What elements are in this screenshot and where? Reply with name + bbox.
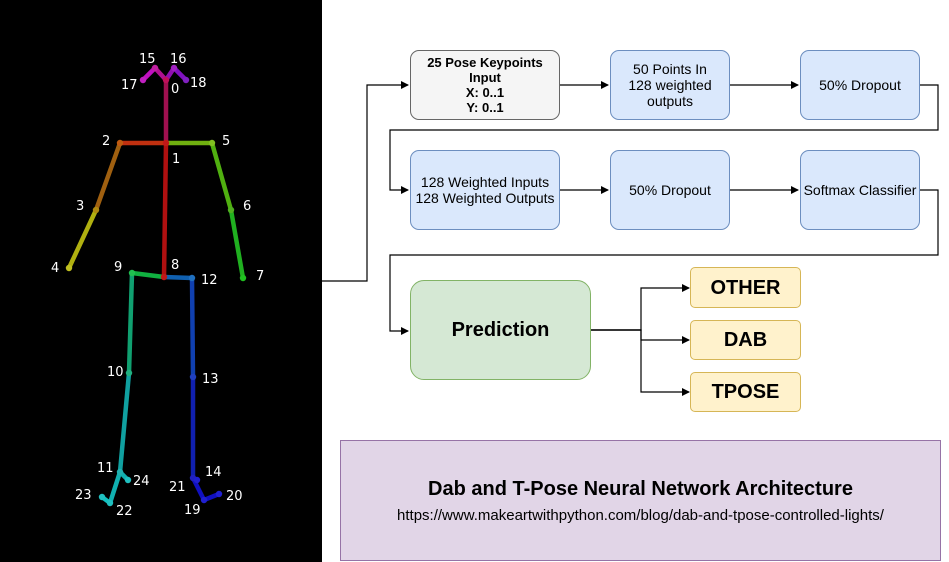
keypoint-label-18: 18 <box>190 76 207 91</box>
keypoint-24 <box>124 476 132 484</box>
keypoint-22 <box>106 499 114 507</box>
dense1-line-2: 128 weighted <box>628 77 712 93</box>
output-dab-label: DAB <box>723 329 768 351</box>
keypoint-label-16: 16 <box>170 52 187 67</box>
keypoint-label-14: 14 <box>205 465 222 480</box>
output-dab: DAB <box>690 320 801 360</box>
keypoint-18 <box>182 76 190 84</box>
keypoint-20 <box>215 490 223 498</box>
limb-11-22 <box>107 469 123 506</box>
keypoint-12 <box>188 274 196 282</box>
keypoint-16 <box>170 64 178 72</box>
output-tpose-label: TPOSE <box>711 381 780 403</box>
softmax-node: Softmax Classifier <box>800 150 920 230</box>
keypoint-6 <box>227 206 235 214</box>
dropout2-label: 50% Dropout <box>629 182 711 198</box>
limb-10-11 <box>117 370 132 475</box>
edge-prediction-to-other <box>591 284 690 331</box>
limb-3-4 <box>66 207 99 271</box>
keypoint-label-1: 1 <box>172 152 180 167</box>
output-tpose: TPOSE <box>690 372 801 412</box>
keypoint-label-23: 23 <box>75 488 92 503</box>
limb-12-13 <box>189 275 196 380</box>
dense2-line-1: 128 Weighted Inputs <box>420 174 550 190</box>
edge-prediction-to-dab <box>591 329 690 344</box>
dropout2-node: 50% Dropout <box>610 150 730 230</box>
limb-5-6 <box>209 140 234 213</box>
input-line-4: Y: 0..1 <box>466 100 504 115</box>
keypoint-1 <box>162 139 170 147</box>
keypoint-label-21: 21 <box>169 480 186 495</box>
skeleton-panel: 0 1 2 3 4 5 6 7 8 9 10 11 12 13 14 15 16 17 18 19 20 21 22 23 24 <box>0 0 322 562</box>
input-line-3: X: 0..1 <box>465 85 505 100</box>
keypoint-2 <box>116 139 124 147</box>
keypoint-11 <box>116 468 124 476</box>
dense1-line-1: 50 Points In <box>633 61 707 77</box>
keypoint-label-5: 5 <box>222 134 230 149</box>
limb-6-7 <box>228 207 246 281</box>
keypoint-label-0: 0 <box>171 82 179 97</box>
softmax-label: Softmax Classifier <box>803 182 917 198</box>
keypoint-label-6: 6 <box>243 199 251 214</box>
keypoint-8 <box>160 273 168 281</box>
prediction-label: Prediction <box>451 319 550 341</box>
keypoint-19 <box>200 496 208 504</box>
keypoint-label-11: 11 <box>97 461 114 476</box>
keypoint-label-13: 13 <box>202 372 219 387</box>
keypoint-label-17: 17 <box>121 78 138 93</box>
edge-skeleton-to-input <box>322 81 409 282</box>
keypoint-label-24: 24 <box>133 474 150 489</box>
skeleton-limbs <box>66 65 246 506</box>
dense2-line-2: 128 Weighted Outputs <box>415 190 555 206</box>
output-other-label: OTHER <box>710 276 781 299</box>
input-line-1: 25 Pose Keypoints <box>427 55 543 70</box>
keypoint-label-19: 19 <box>184 503 201 518</box>
keypoint-label-7: 7 <box>256 269 264 284</box>
dense1-node: 50 Points In 128 weighted outputs <box>610 50 730 120</box>
caption-url[interactable]: https://www.makeartwithpython.com/blog/d… <box>397 506 884 524</box>
keypoint-label-12: 12 <box>201 273 218 288</box>
dense2-node: 128 Weighted Inputs 128 Weighted Outputs <box>410 150 560 230</box>
keypoint-3 <box>92 206 100 214</box>
caption-box: Dab and T-Pose Neural Network Architectu… <box>340 440 941 561</box>
keypoint-5 <box>208 139 216 147</box>
keypoint-21 <box>193 476 201 484</box>
limb-9-10 <box>126 270 135 376</box>
keypoint-7 <box>239 274 247 282</box>
keypoint-13 <box>189 373 197 381</box>
keypoint-label-2: 2 <box>102 134 110 149</box>
caption-title: Dab and T-Pose Neural Network Architectu… <box>428 477 853 500</box>
keypoint-label-22: 22 <box>116 504 133 519</box>
dense1-line-3: outputs <box>647 93 693 109</box>
keypoint-0 <box>162 76 170 84</box>
output-other: OTHER <box>690 267 801 308</box>
dropout1-node: 50% Dropout <box>800 50 920 120</box>
keypoint-label-20: 20 <box>226 489 243 504</box>
skeleton-joints <box>65 64 247 507</box>
keypoint-10 <box>125 369 133 377</box>
keypoint-15 <box>151 64 159 72</box>
keypoint-label-10: 10 <box>107 365 124 380</box>
keypoint-label-8: 8 <box>171 258 179 273</box>
keypoint-23 <box>98 493 106 501</box>
keypoint-label-9: 9 <box>114 260 122 275</box>
dropout1-label: 50% Dropout <box>819 77 901 93</box>
keypoint-label-3: 3 <box>76 199 84 214</box>
limb-8-9 <box>129 270 167 280</box>
limb-1-8 <box>161 140 169 280</box>
keypoint-4 <box>65 264 73 272</box>
keypoint-label-4: 4 <box>51 261 59 276</box>
limb-8-12 <box>161 274 195 281</box>
keypoint-label-15: 15 <box>139 52 156 67</box>
edge-prediction-to-tpose <box>591 329 690 396</box>
prediction-node: Prediction <box>410 280 591 380</box>
limb-2-3 <box>93 140 123 213</box>
keypoint-9 <box>128 269 136 277</box>
keypoint-17 <box>139 76 147 84</box>
input-line-2: Input <box>469 70 501 85</box>
input-node: 25 Pose Keypoints Input X: 0..1 Y: 0..1 <box>410 50 560 120</box>
